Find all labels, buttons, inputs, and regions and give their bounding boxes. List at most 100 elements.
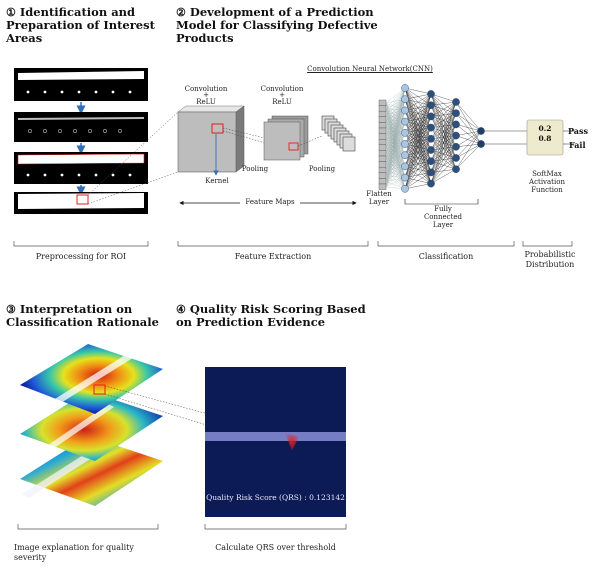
fc-edge xyxy=(404,116,432,189)
fc-edge xyxy=(385,143,406,188)
flatten-cell xyxy=(378,183,387,190)
fc-node xyxy=(452,142,460,151)
flatten-label-line2: Layer xyxy=(368,198,390,206)
step3-title-line1: Interpretation on xyxy=(19,302,133,316)
step2-title-line1: Development of a Prediction xyxy=(189,5,374,19)
fc-edges xyxy=(385,87,482,189)
fc-edge xyxy=(404,93,432,156)
fc-edge xyxy=(430,101,457,106)
fc-edge xyxy=(430,101,457,128)
fc-edge xyxy=(455,130,482,170)
conv-block-2 xyxy=(263,115,309,161)
fc-edge xyxy=(455,130,482,159)
fc-edge xyxy=(455,143,482,170)
step4-number: ④ xyxy=(176,303,186,316)
conv1-label-line2: ReLU xyxy=(196,98,216,106)
fc-edge xyxy=(404,183,432,189)
fc-node xyxy=(401,95,409,103)
fc-edge xyxy=(404,93,432,122)
fc-edge xyxy=(404,93,432,133)
step4-heading: ④ Quality Risk Scoring Based on Predicti… xyxy=(176,303,406,329)
heatmap-layer-bottom xyxy=(20,436,163,506)
fc-edge xyxy=(430,169,457,184)
conv1-label-line1: Convolution xyxy=(184,85,228,93)
caption-explanation: Image explanation for quality severity xyxy=(14,543,164,563)
roi-strip-4 xyxy=(14,192,148,214)
flatten-cell xyxy=(378,122,387,129)
conv2-label-line1: Convolution xyxy=(260,85,304,93)
fc-node xyxy=(401,117,409,126)
heatmap-layer-top xyxy=(20,342,163,414)
fc-edge xyxy=(404,127,432,189)
softmax-values: 0.2 0.8 xyxy=(527,124,563,144)
fc-edge xyxy=(455,130,482,147)
fc-edge xyxy=(385,132,406,188)
fail-label: Fail xyxy=(569,140,586,150)
cnn-title: Convolution Neural Network(CNN) xyxy=(307,65,433,73)
caption-feature-extraction: Feature Extraction xyxy=(234,252,312,261)
fc-edge xyxy=(385,87,406,171)
conv2-label-line2: ReLU xyxy=(272,98,292,106)
softmax-label: SoftMax Activation Function xyxy=(520,170,574,194)
fc-edge xyxy=(385,87,406,115)
prob-pass-value: 0.2 xyxy=(538,124,552,133)
fc-node xyxy=(401,106,409,115)
fc-edge xyxy=(404,93,432,100)
fc-edge xyxy=(385,143,406,182)
heatmap-zoom-line-top xyxy=(104,385,283,435)
fc-edge xyxy=(385,87,406,137)
classification-bracket xyxy=(377,241,515,247)
fc-node xyxy=(427,168,435,177)
qrs-panel xyxy=(205,367,346,517)
roi-strip-3 xyxy=(14,152,148,184)
step1-title-line2: Preparation of Interest xyxy=(6,18,155,32)
fc-edge xyxy=(385,166,406,188)
step3-number: ③ xyxy=(6,303,16,316)
softmax-box xyxy=(526,119,564,156)
fc-edge xyxy=(385,99,406,182)
fc-node xyxy=(401,84,409,92)
flatten-cell xyxy=(378,133,387,140)
fc-label-line3: Layer xyxy=(432,221,454,229)
fc-edge xyxy=(385,87,406,176)
conv1-label-plus: + xyxy=(203,91,209,99)
fc-edge xyxy=(404,87,432,95)
fc-edge xyxy=(385,87,406,143)
flatten-cell xyxy=(378,150,387,157)
conv2-label: Convolution + ReLU xyxy=(252,85,312,106)
fc-edge xyxy=(385,166,406,182)
fc-edge xyxy=(430,135,457,184)
flatten-cell xyxy=(378,144,387,151)
conv1-label: Convolution + ReLU xyxy=(176,85,236,106)
heatmap-layer-middle xyxy=(20,391,163,461)
fc-edge xyxy=(404,93,432,178)
step1-heading: ① Identification and Preparation of Inte… xyxy=(6,6,181,45)
fc-node xyxy=(452,154,460,162)
fc-edge xyxy=(455,135,482,145)
flatten-cell xyxy=(378,155,387,162)
fc-edge xyxy=(385,87,406,126)
flatten-label-line1: Flatten xyxy=(366,190,392,198)
kernel-label: Kernel xyxy=(205,177,229,185)
flatten-cell xyxy=(378,116,387,123)
fc-label: Fully Connected Layer xyxy=(418,205,468,229)
fc-edge xyxy=(430,124,457,184)
step2-title-line3: Products xyxy=(176,31,234,45)
fc-edge xyxy=(455,124,482,145)
fc-edge xyxy=(455,143,482,159)
roi-strip-1 xyxy=(14,68,148,101)
fc-edge xyxy=(430,101,457,162)
conv-zoom-line-3 xyxy=(297,135,323,147)
caption-explanation-line1: Image explanation for quality xyxy=(14,543,134,552)
fc-edge xyxy=(430,113,457,184)
fc-edge xyxy=(385,87,406,132)
fc-node xyxy=(427,123,435,132)
qrs-score-label: Quality Risk Score (QRS) : 0.123142 xyxy=(206,493,345,502)
caption-probabilistic: Probabilistic Distribution xyxy=(515,250,585,270)
caption-probabilistic-line1: Probabilistic xyxy=(524,250,576,259)
fc-edge xyxy=(404,149,432,189)
roi-zoom-line-bottom xyxy=(87,171,179,205)
fc-node xyxy=(401,151,409,159)
fc-node xyxy=(427,157,435,165)
